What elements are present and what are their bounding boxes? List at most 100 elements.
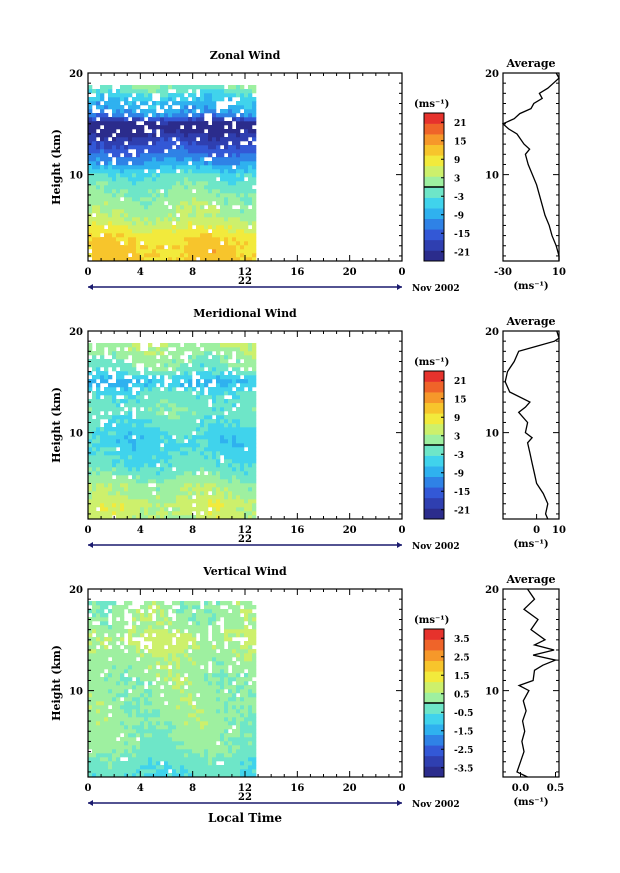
heatmap-cell: [156, 721, 161, 726]
heatmap-cell: [220, 665, 225, 670]
heatmap-cell: [184, 761, 189, 766]
heatmap-cell: [88, 495, 93, 500]
heatmap-cell: [124, 415, 129, 420]
heatmap-cell: [228, 89, 233, 94]
heatmap-cell: [232, 669, 237, 674]
heatmap-cell: [236, 773, 241, 778]
heatmap-cell: [176, 257, 181, 262]
heatmap-cell: [164, 173, 169, 178]
heatmap-cell: [144, 411, 149, 416]
heatmap-cell: [204, 729, 209, 734]
heatmap-cell: [180, 745, 185, 750]
heatmap-cell: [184, 113, 189, 118]
heatmap-cell: [196, 113, 201, 118]
heatmap-cell: [144, 463, 149, 468]
heatmap-cell: [148, 399, 153, 404]
heatmap-cell: [204, 459, 209, 464]
heatmap-cell: [140, 733, 145, 738]
heatmap-cell: [152, 249, 157, 254]
heatmap-cell: [128, 415, 133, 420]
heatmap-cell: [240, 411, 245, 416]
heatmap-cell: [188, 85, 193, 90]
heatmap-cell: [172, 217, 177, 222]
heatmap-cell: [252, 117, 257, 122]
heatmap-cell: [200, 709, 205, 714]
heatmap-cell: [108, 423, 113, 428]
heatmap-cell: [192, 395, 197, 400]
heatmap-cell: [112, 173, 117, 178]
heatmap-cell: [220, 403, 225, 408]
heatmap-cell: [208, 347, 213, 352]
heatmap-cell: [168, 233, 173, 238]
heatmap-cell: [208, 435, 213, 440]
heatmap-cell: [224, 347, 229, 352]
heatmap-cell: [200, 371, 205, 376]
heatmap-cell: [100, 213, 105, 218]
heatmap-cell: [228, 125, 233, 130]
heatmap-cell: [244, 435, 249, 440]
heatmap-cell: [244, 681, 249, 686]
heatmap-cell: [180, 443, 185, 448]
heatmap-cell: [108, 721, 113, 726]
heatmap-cell: [216, 503, 221, 508]
heatmap-cell: [144, 407, 149, 412]
heatmap-cell: [116, 459, 121, 464]
heatmap-cell: [100, 173, 105, 178]
heatmap-cell: [220, 753, 225, 758]
heatmap-cell: [188, 661, 193, 666]
heatmap-cell: [116, 733, 121, 738]
heatmap-cell: [192, 721, 197, 726]
heatmap-cell: [104, 359, 109, 364]
heatmap-cell: [164, 741, 169, 746]
heatmap-cell: [192, 773, 197, 778]
heatmap-cell: [108, 161, 113, 166]
heatmap-cell: [152, 407, 157, 412]
heatmap-cell: [88, 85, 93, 90]
heatmap-cell: [136, 173, 141, 178]
heatmap-cell: [108, 249, 113, 254]
heatmap-cell: [128, 713, 133, 718]
heatmap-cell: [92, 761, 97, 766]
heatmap-cell: [228, 467, 233, 472]
heatmap-cell: [220, 435, 225, 440]
heatmap-cell: [132, 351, 137, 356]
heatmap-cell: [92, 451, 97, 456]
heatmap-cell: [144, 391, 149, 396]
heatmap-cell: [128, 201, 133, 206]
heatmap-cell: [104, 721, 109, 726]
heatmap-cell: [240, 101, 245, 106]
heatmap-cell: [172, 447, 177, 452]
heatmap-cell: [148, 245, 153, 250]
heatmap-cell: [240, 225, 245, 230]
heatmap-cell: [204, 177, 209, 182]
heatmap-cell: [112, 665, 117, 670]
heatmap-cell: [224, 181, 229, 186]
heatmap-cell: [188, 189, 193, 194]
heatmap-cell: [244, 499, 249, 504]
heatmap-cell: [156, 725, 161, 730]
heatmap-cell: [252, 201, 257, 206]
heatmap-cell: [208, 431, 213, 436]
heatmap-cell: [112, 681, 117, 686]
heatmap-cell: [136, 773, 141, 778]
heatmap-cell: [144, 701, 149, 706]
heatmap-cell: [228, 363, 233, 368]
heatmap-cell: [248, 657, 253, 662]
heatmap-cell: [124, 745, 129, 750]
heatmap-cell: [192, 197, 197, 202]
heatmap-cell: [136, 463, 141, 468]
heatmap-cell: [152, 133, 157, 138]
heatmap-cell: [108, 229, 113, 234]
heatmap-cell: [220, 757, 225, 762]
heatmap-cell: [152, 109, 157, 114]
heatmap-cell: [244, 657, 249, 662]
heatmap-cell: [104, 217, 109, 222]
heatmap-cell: [136, 701, 141, 706]
heatmap-cell: [96, 483, 101, 488]
heatmap-cell: [236, 463, 241, 468]
heatmap-cell: [156, 661, 161, 666]
heatmap-cell: [160, 773, 165, 778]
heatmap-cell: [176, 431, 181, 436]
heatmap-cell: [132, 217, 137, 222]
heatmap-cell: [192, 419, 197, 424]
